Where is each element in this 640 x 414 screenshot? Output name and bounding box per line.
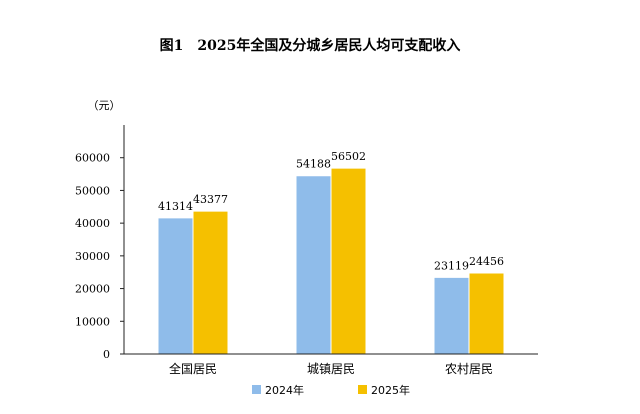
legend-swatch: [252, 385, 261, 394]
bar: [434, 278, 469, 354]
y-axis: 0 10000 20000 30000 40000 50000 60000: [75, 152, 124, 361]
chart-title: 图1 2025年全国及分城乡居民人均可支配收入: [160, 37, 461, 54]
category-label: 农村居民: [445, 362, 493, 376]
data-label: 24456: [469, 255, 504, 268]
legend: 2024年 2025年: [252, 383, 410, 397]
bar: [193, 212, 228, 354]
legend-label: 2024年: [265, 383, 304, 397]
x-axis: 全国居民 城镇居民 农村居民: [169, 361, 493, 376]
y-tick-label: 50000: [75, 184, 110, 197]
bar: [296, 176, 331, 354]
category-label: 全国居民: [169, 361, 217, 376]
bar: [469, 273, 504, 354]
bars: [158, 168, 504, 354]
bar: [158, 218, 193, 354]
category-label: 城镇居民: [307, 362, 355, 376]
legend-swatch: [358, 385, 367, 394]
bar: [331, 169, 366, 354]
y-tick-label: 0: [103, 348, 110, 361]
data-label: 41314: [158, 200, 193, 213]
y-unit-label: （元）: [88, 99, 121, 112]
data-label: 43377: [193, 193, 228, 206]
data-label: 54188: [296, 158, 331, 171]
axes-frame: [123, 125, 538, 355]
y-tick-label: 20000: [75, 283, 110, 296]
data-label: 23119: [434, 259, 469, 272]
y-tick-label: 40000: [75, 217, 110, 230]
data-label: 56502: [331, 150, 366, 163]
y-tick-label: 60000: [75, 152, 110, 165]
y-tick-label: 10000: [75, 315, 110, 328]
y-tick-label: 30000: [75, 250, 110, 263]
legend-label: 2025年: [371, 383, 410, 397]
